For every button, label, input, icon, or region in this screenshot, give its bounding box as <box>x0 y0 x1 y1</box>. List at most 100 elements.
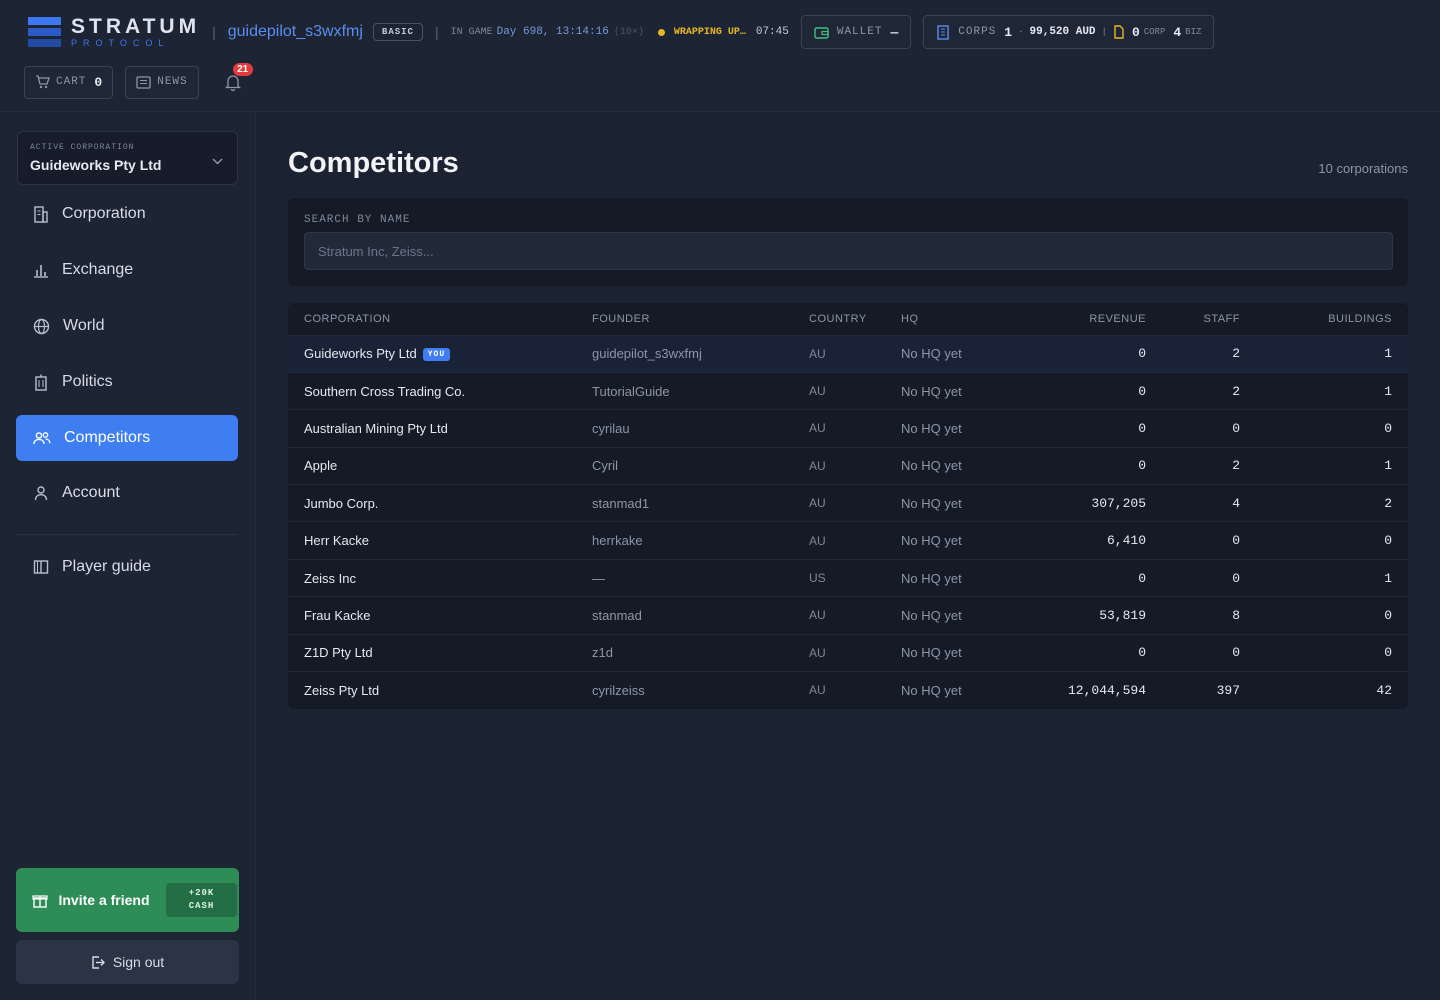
column-header-buildings[interactable]: BUILDINGS <box>1328 312 1392 325</box>
search-caption: SEARCH BY NAME <box>304 214 411 226</box>
sidebar-item-competitors[interactable]: Competitors <box>16 415 238 461</box>
cell-hq: No HQ yet <box>885 446 1045 485</box>
column-header-country[interactable]: COUNTRY <box>809 312 867 325</box>
logo-mark-icon <box>28 17 61 47</box>
column-header-revenue[interactable]: REVENUE <box>1089 312 1146 325</box>
cell-country: AU <box>793 596 885 635</box>
cart-icon <box>35 75 50 89</box>
column-header-corporation[interactable]: CORPORATION <box>304 312 391 325</box>
sidebar-item-label: Exchange <box>62 261 134 278</box>
cell-staff: 397 <box>1162 671 1256 709</box>
sidebar-item-label: Politics <box>62 373 113 390</box>
cell-country: AU <box>793 521 885 560</box>
news-button[interactable]: NEWS <box>125 65 199 99</box>
table-row[interactable]: Guideworks Pty Ltd YOU guidepilot_s3wxfmj A… <box>288 334 1408 373</box>
plan-badge: BASIC <box>372 23 423 41</box>
corporation-count: 10 corporations <box>1318 161 1408 176</box>
cell-revenue: 12,044,594 <box>1045 671 1162 709</box>
table-row[interactable]: Zeiss Pty Ltd cyrilzeiss AU No HQ yet 12,044… <box>288 671 1408 709</box>
cell-buildings: 0 <box>1256 521 1408 560</box>
status-text: WRAPPING UP… <box>673 26 746 38</box>
table-row[interactable]: Zeiss Inc — US No HQ yet 0 0 1 <box>288 558 1408 597</box>
cell-hq: No HQ yet <box>885 558 1045 597</box>
sidebar-item-corporation[interactable]: Corporation <box>16 191 238 237</box>
cart-count: 0 <box>94 74 103 90</box>
corp-label: CORP <box>1143 27 1166 37</box>
cell-staff: 0 <box>1162 521 1256 560</box>
cart-label: CART <box>56 76 87 88</box>
cell-hq: No HQ yet <box>885 409 1045 448</box>
logo[interactable]: STRATUM PROTOCOL <box>28 16 200 48</box>
cell-revenue: 0 <box>1045 371 1162 410</box>
status-dot-icon <box>657 28 665 36</box>
sign-out-button[interactable]: Sign out <box>16 940 239 984</box>
table-row[interactable]: Jumbo Corp. stanmad1 AU No HQ yet 307,205 4 2 <box>288 484 1408 522</box>
cell-buildings: 1 <box>1256 558 1408 597</box>
column-header-staff[interactable]: STAFF <box>1203 312 1240 325</box>
invite-friend-button[interactable]: Invite a friend +20K CASH <box>16 868 239 932</box>
sidebar-item-world[interactable]: World <box>16 303 238 349</box>
cell-staff: 2 <box>1162 334 1256 373</box>
cell-revenue: 307,205 <box>1045 484 1162 522</box>
wallet-button[interactable]: WALLET — <box>800 15 912 49</box>
cell-country: AU <box>793 633 885 672</box>
table-row[interactable]: Apple Cyril AU No HQ yet 0 2 1 <box>288 446 1408 485</box>
top-actions: CART 0 NEWS 21 <box>24 63 253 99</box>
column-header-founder[interactable]: FOUNDER <box>592 312 650 325</box>
sign-out-icon <box>91 955 105 970</box>
biz-label: BIZ <box>1185 27 1202 37</box>
bell-icon <box>224 74 241 91</box>
cart-button[interactable]: CART 0 <box>24 65 114 99</box>
column-header-hq[interactable]: HQ <box>901 312 919 325</box>
table-row[interactable]: Australian Mining Pty Ltd cyrilau AU No HQ … <box>288 409 1408 448</box>
table-row[interactable]: Southern Cross Trading Co. TutorialGuide A… <box>288 371 1408 410</box>
bar-chart-icon <box>33 262 49 278</box>
page-title: Competitors <box>288 147 459 179</box>
separator: | <box>434 24 439 40</box>
sidebar-item-politics[interactable]: Politics <box>16 359 238 405</box>
sidebar-item-exchange[interactable]: Exchange <box>16 247 238 293</box>
sidebar-item-account[interactable]: Account <box>16 470 238 516</box>
cell-founder: guidepilot_s3wxfmj <box>576 334 793 373</box>
cell-founder: cyrilau <box>576 409 793 448</box>
corps-count: 1 <box>1004 24 1013 40</box>
wallet-value: — <box>890 24 899 40</box>
cell-country: AU <box>793 484 885 522</box>
cell-buildings: 1 <box>1256 446 1408 485</box>
corps-label: CORPS <box>958 26 997 38</box>
sidebar-item-label: Player guide <box>62 558 151 575</box>
cell-staff: 0 <box>1162 558 1256 597</box>
table-row[interactable]: Frau Kacke stanmad AU No HQ yet 53,819 8 0 <box>288 596 1408 635</box>
cell-buildings: 1 <box>1256 334 1408 373</box>
sidebar-item-player-guide[interactable]: Player guide <box>16 544 238 590</box>
table-row[interactable]: Z1D Pty Ltd z1d AU No HQ yet 0 0 0 <box>288 633 1408 672</box>
invite-bonus-badge: +20K CASH <box>166 883 237 917</box>
cell-revenue: 53,819 <box>1045 596 1162 635</box>
active-corporation-select[interactable]: ACTIVE CORPORATION Guideworks Pty Ltd <box>17 131 238 185</box>
game-speed: (10×) <box>613 26 644 38</box>
cell-corporation: Apple <box>288 446 576 485</box>
logo-name: STRATUM <box>71 15 201 38</box>
biz-count: 4 <box>1173 24 1182 40</box>
invite-friend-label: Invite a friend <box>58 892 150 908</box>
cell-buildings: 42 <box>1256 671 1408 709</box>
table-row[interactable]: Herr Kacke herrkake AU No HQ yet 6,410 0 0 <box>288 521 1408 560</box>
notifications-button[interactable]: 21 <box>221 63 253 97</box>
corps-summary[interactable]: CORPS 1 · 99,520 AUD | 0 CORP 4 BIZ <box>923 15 1215 49</box>
sidebar-item-label: World <box>63 317 105 334</box>
search-input[interactable] <box>304 232 1393 270</box>
username-link[interactable]: guidepilot_s3wxfmj <box>227 23 363 40</box>
sign-out-label: Sign out <box>112 954 165 970</box>
sidebar: ACTIVE CORPORATION Guideworks Pty Ltd Co… <box>0 113 256 1000</box>
cell-corporation: Jumbo Corp. <box>288 484 576 522</box>
cell-staff: 4 <box>1162 484 1256 522</box>
cell-corporation: Herr Kacke <box>288 521 576 560</box>
cell-country: US <box>793 558 885 597</box>
active-corporation-caption: ACTIVE CORPORATION <box>30 143 135 152</box>
cell-founder: Cyril <box>576 446 793 485</box>
cell-founder: z1d <box>576 633 793 672</box>
cell-staff: 2 <box>1162 371 1256 410</box>
building-icon <box>936 24 950 40</box>
wallet-label: WALLET <box>836 26 883 38</box>
building-icon <box>33 205 49 223</box>
